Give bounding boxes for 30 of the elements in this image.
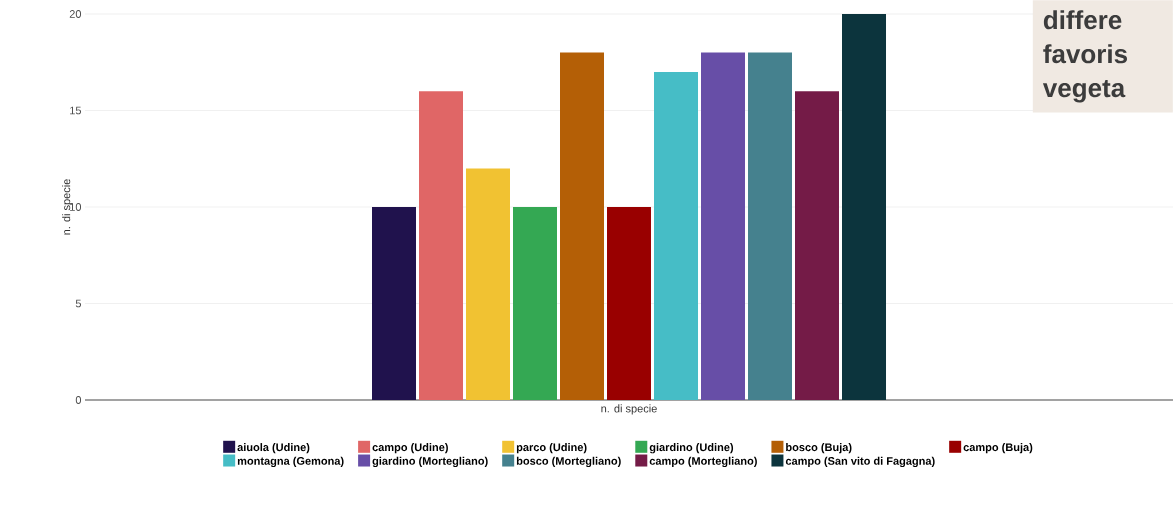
legend-label: aiuola (Udine) bbox=[237, 443, 310, 454]
y-tick-label: 0 bbox=[75, 396, 82, 404]
legend-label: giardino (Mortegliano) bbox=[372, 456, 488, 468]
y-tick-label: 5 bbox=[75, 299, 82, 308]
bar bbox=[795, 91, 839, 400]
bar bbox=[701, 52, 745, 400]
bar bbox=[513, 207, 557, 400]
bar bbox=[607, 207, 651, 400]
legend-label: giardino (Udine) bbox=[649, 443, 734, 454]
legend-label: montagna (Gemona) bbox=[237, 456, 344, 468]
legend-label: bosco (Buja) bbox=[786, 443, 852, 454]
legend-label: campo (Mortegliano) bbox=[649, 456, 757, 468]
legend-label: campo (San vito di Fagagna) bbox=[785, 456, 935, 468]
legend-label: parco (Udine) bbox=[516, 443, 587, 454]
bar bbox=[466, 168, 510, 400]
legend-label: bosco (Mortegliano) bbox=[516, 456, 621, 468]
x-axis-title: n. di specie bbox=[601, 404, 657, 415]
annotation: vegeta bbox=[1042, 80, 1126, 103]
annotation: favoris bbox=[1043, 44, 1127, 64]
bar bbox=[560, 52, 604, 400]
bar bbox=[842, 14, 887, 400]
legend-label: campo (Buja) bbox=[963, 443, 1033, 454]
bar bbox=[372, 207, 416, 400]
legend-label: campo (Udine) bbox=[372, 443, 448, 454]
y-tick-label: 20 bbox=[69, 10, 82, 18]
annotation: differe bbox=[1043, 10, 1122, 30]
bar bbox=[419, 91, 463, 400]
bar bbox=[654, 71, 698, 400]
y-tick-label: 15 bbox=[70, 106, 82, 115]
bar bbox=[748, 52, 792, 400]
